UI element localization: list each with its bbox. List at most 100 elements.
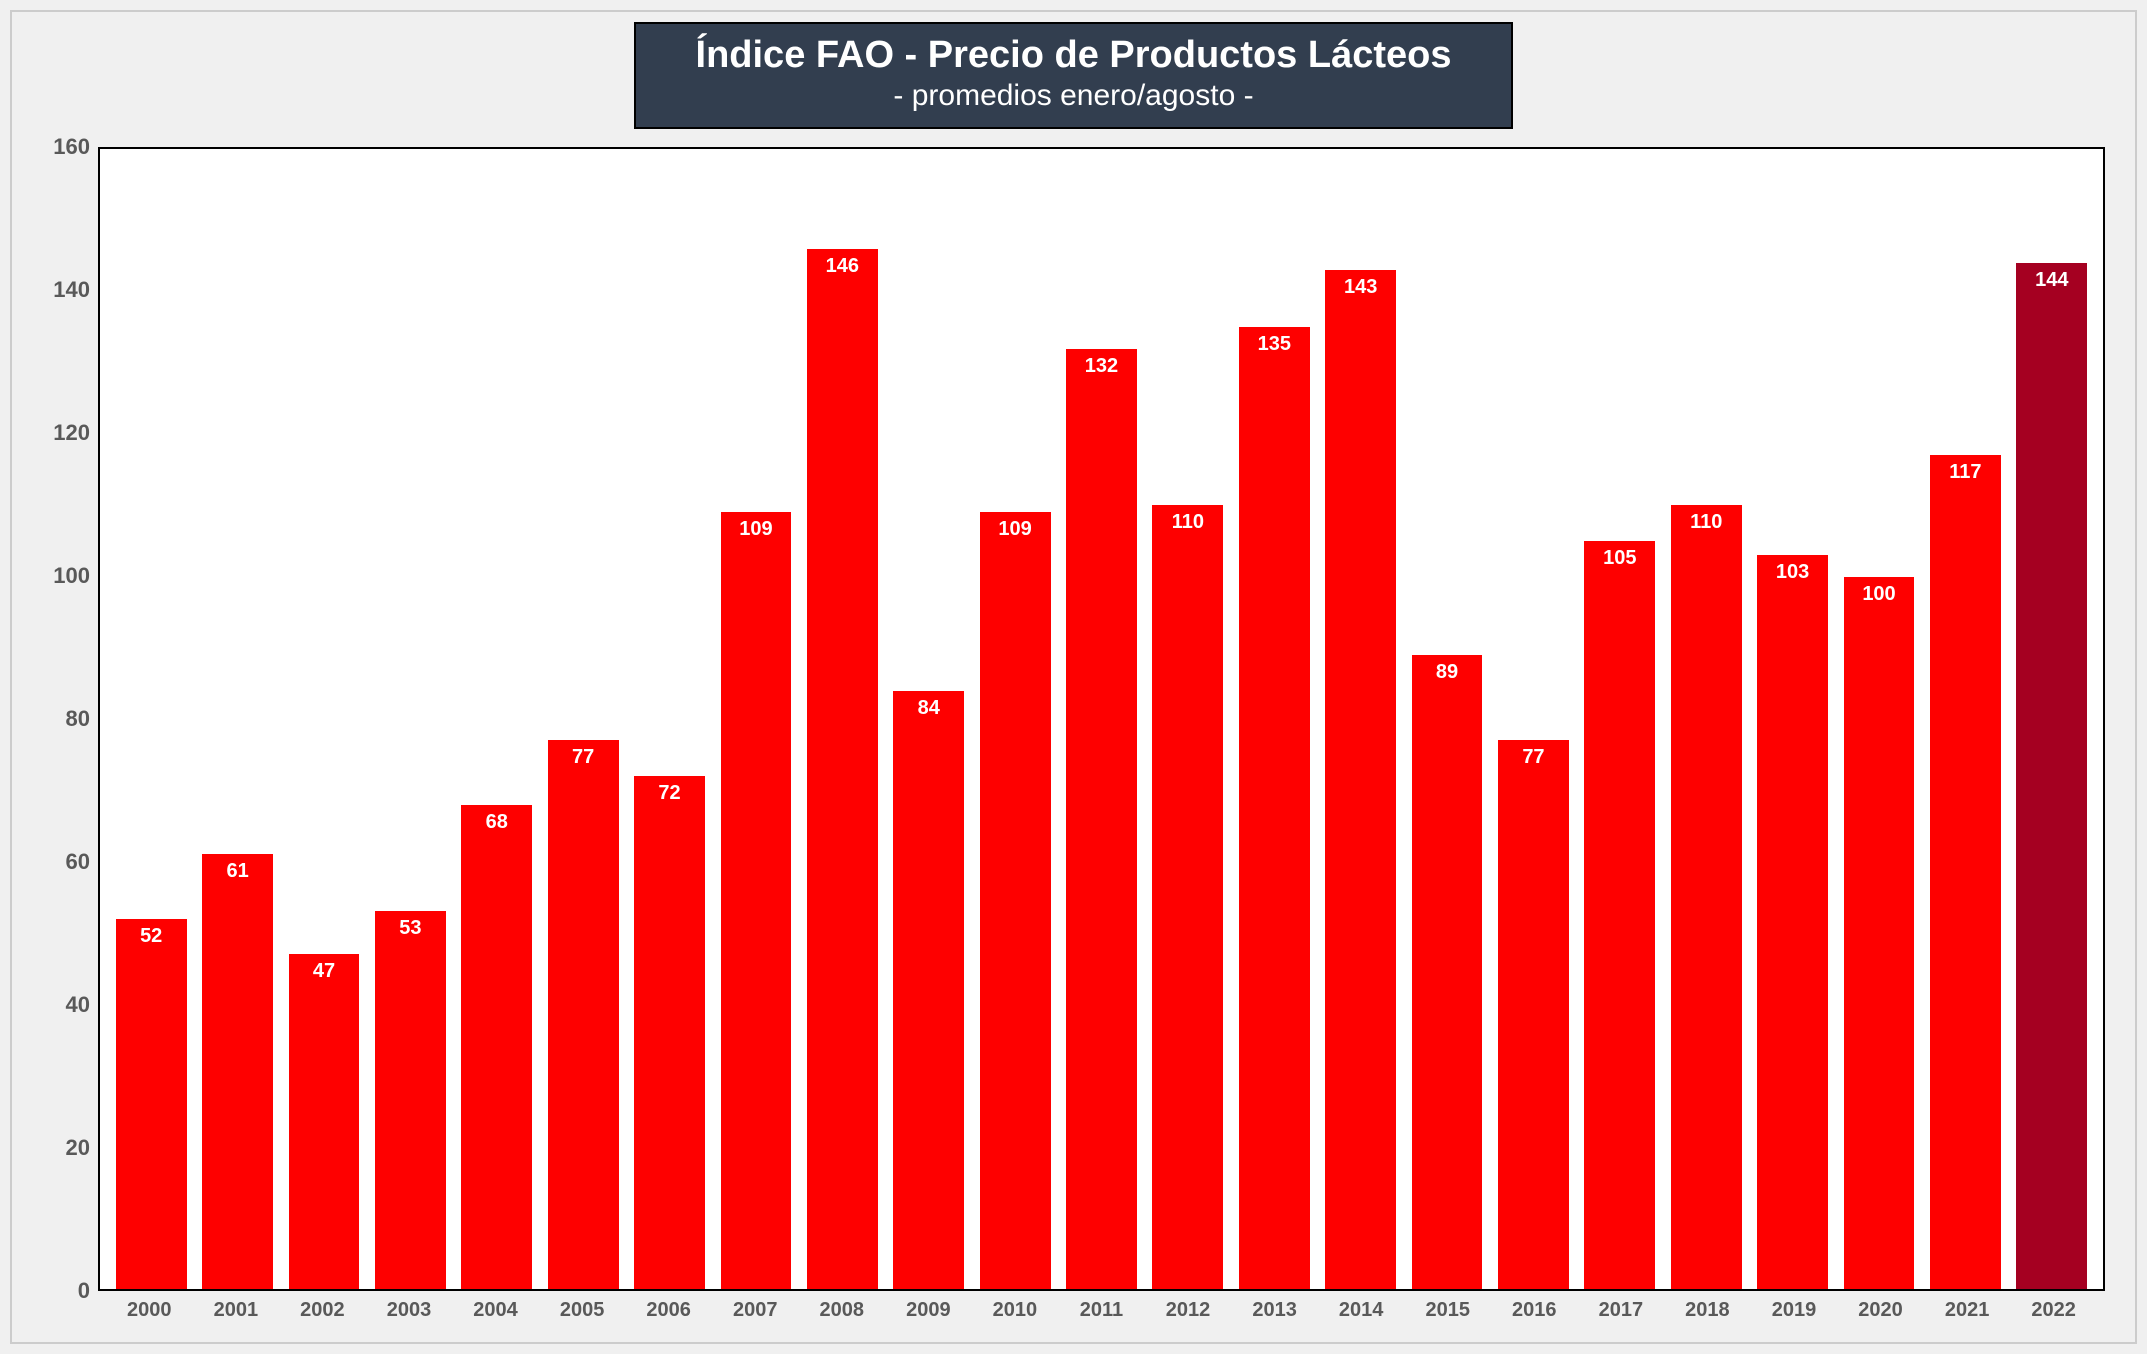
bar: 109 (721, 512, 792, 1289)
bar-slot: 143 (1317, 149, 1403, 1289)
bar: 52 (116, 919, 187, 1290)
x-tick-label: 2003 (366, 1299, 453, 1322)
bar-value-label: 52 (140, 925, 162, 948)
bar: 105 (1584, 541, 1655, 1289)
bar-value-label: 89 (1436, 661, 1458, 684)
bar-slot: 47 (281, 149, 367, 1289)
x-tick-label: 2019 (1751, 1299, 1838, 1322)
x-tick-label: 2012 (1145, 1299, 1232, 1322)
plot-area: 5261475368777210914684109132110135143897… (98, 147, 2105, 1291)
bar-slot: 89 (1404, 149, 1490, 1289)
bar: 61 (202, 854, 273, 1289)
x-tick-label: 2000 (106, 1299, 193, 1322)
bar-slot: 117 (1922, 149, 2008, 1289)
x-tick-label: 2021 (1924, 1299, 2011, 1322)
bar-slot: 103 (1749, 149, 1835, 1289)
x-tick-label: 2022 (2010, 1299, 2097, 1322)
x-tick-label: 2002 (279, 1299, 366, 1322)
bar-value-label: 146 (826, 255, 859, 278)
bar-value-label: 47 (313, 960, 335, 983)
bar-slot: 100 (1836, 149, 1922, 1289)
bar-value-label: 77 (1522, 746, 1544, 769)
bar-slot: 77 (540, 149, 626, 1289)
bar-slot: 135 (1231, 149, 1317, 1289)
bar: 144 (2016, 263, 2087, 1289)
bar: 89 (1412, 655, 1483, 1289)
bar: 135 (1239, 327, 1310, 1289)
x-axis-labels: 2000200120022003200420052006200720082009… (98, 1299, 2105, 1322)
x-tick-label: 2018 (1664, 1299, 1751, 1322)
x-tick-label: 2013 (1231, 1299, 1318, 1322)
x-tick-label: 2005 (539, 1299, 626, 1322)
y-tick-label: 120 (53, 420, 90, 446)
y-tick-label: 140 (53, 277, 90, 303)
bar-slot: 61 (194, 149, 280, 1289)
bar: 72 (634, 776, 705, 1289)
x-tick-label: 2006 (625, 1299, 712, 1322)
chart-title-box: Índice FAO - Precio de Productos Lácteos… (634, 22, 1514, 129)
bar-slot: 84 (886, 149, 972, 1289)
bar-value-label: 61 (226, 860, 248, 883)
chart-area: 020406080100120140160 526147536877721091… (42, 147, 2105, 1322)
bar-value-label: 103 (1776, 561, 1809, 584)
bar: 143 (1325, 270, 1396, 1289)
y-tick-label: 60 (66, 849, 90, 875)
y-axis: 020406080100120140160 (42, 147, 98, 1291)
bar: 110 (1671, 505, 1742, 1289)
bar-slot: 110 (1663, 149, 1749, 1289)
bar: 77 (548, 740, 619, 1289)
bar-value-label: 77 (572, 746, 594, 769)
y-tick-label: 0 (78, 1278, 90, 1304)
x-tick-label: 2017 (1578, 1299, 1665, 1322)
y-tick-label: 40 (66, 992, 90, 1018)
bar-value-label: 110 (1690, 511, 1722, 534)
bar: 103 (1757, 555, 1828, 1289)
bar: 68 (461, 805, 532, 1290)
bar-slot: 144 (2009, 149, 2095, 1289)
bar-value-label: 105 (1603, 547, 1636, 570)
bar-slot: 52 (108, 149, 194, 1289)
bar-value-label: 84 (918, 697, 940, 720)
x-axis-row: 2000200120022003200420052006200720082009… (42, 1299, 2105, 1322)
bar-slot: 146 (799, 149, 885, 1289)
bar: 53 (375, 911, 446, 1289)
x-tick-label: 2008 (799, 1299, 886, 1322)
bar-slot: 77 (1490, 149, 1576, 1289)
bar-value-label: 68 (486, 811, 508, 834)
bar-slot: 68 (454, 149, 540, 1289)
bar-slot: 110 (1145, 149, 1231, 1289)
x-tick-label: 2001 (193, 1299, 280, 1322)
bar-value-label: 143 (1344, 276, 1377, 299)
bar-slot: 132 (1058, 149, 1144, 1289)
bar-value-label: 144 (2035, 269, 2068, 292)
bar-value-label: 100 (1862, 583, 1895, 606)
chart-title-line1: Índice FAO - Precio de Productos Lácteos (696, 34, 1452, 77)
x-tick-label: 2014 (1318, 1299, 1405, 1322)
title-wrap: Índice FAO - Precio de Productos Lácteos… (42, 22, 2105, 129)
x-tick-label: 2011 (1058, 1299, 1145, 1322)
y-tick-label: 80 (66, 706, 90, 732)
bar-slot: 105 (1577, 149, 1663, 1289)
y-tick-label: 20 (66, 1135, 90, 1161)
x-tick-label: 2004 (452, 1299, 539, 1322)
bar-value-label: 53 (399, 917, 421, 940)
y-tick-label: 160 (53, 134, 90, 160)
bar-value-label: 117 (1949, 461, 1981, 484)
bar-value-label: 109 (739, 518, 772, 541)
x-tick-label: 2020 (1837, 1299, 1924, 1322)
x-tick-label: 2015 (1404, 1299, 1491, 1322)
chart-title-line2: - promedios enero/agosto - (696, 79, 1452, 113)
bar: 117 (1930, 455, 2001, 1289)
bar-value-label: 109 (998, 518, 1031, 541)
x-tick-label: 2007 (712, 1299, 799, 1322)
y-tick-label: 100 (53, 563, 90, 589)
bar: 84 (893, 691, 964, 1290)
bar: 110 (1152, 505, 1223, 1289)
bar-value-label: 135 (1258, 333, 1291, 356)
bar: 77 (1498, 740, 1569, 1289)
bar: 109 (980, 512, 1051, 1289)
bar: 47 (289, 954, 360, 1289)
bar: 146 (807, 249, 878, 1289)
bar-slot: 109 (713, 149, 799, 1289)
bar: 100 (1844, 577, 1915, 1290)
